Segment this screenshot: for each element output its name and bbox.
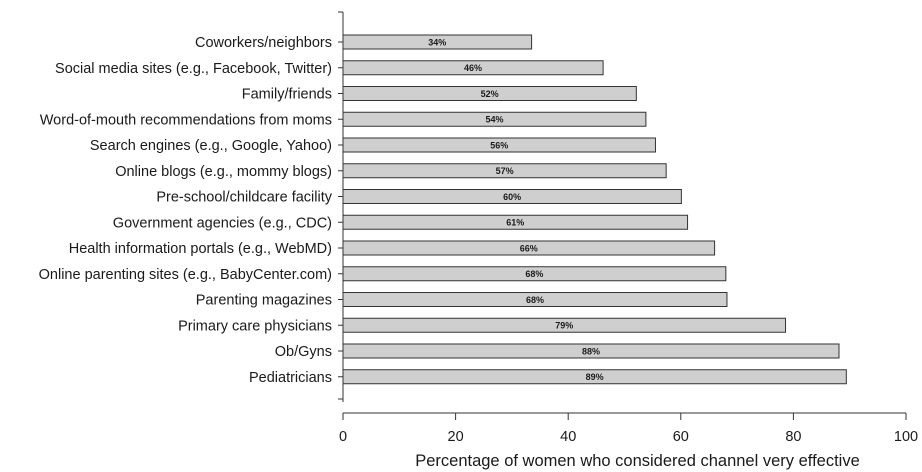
bar-value-label: 79%	[555, 321, 573, 331]
category-label: Pre-school/childcare facility	[156, 190, 332, 206]
bar-value-label: 57%	[496, 166, 514, 176]
category-label: Pediatricians	[249, 370, 332, 386]
bar-value-label: 46%	[464, 63, 482, 73]
x-tick-label: 20	[448, 429, 464, 445]
bar-value-label: 89%	[586, 372, 604, 382]
x-axis-title: Percentage of women who considered chann…	[415, 452, 860, 470]
category-label: Parenting magazines	[196, 293, 332, 309]
category-label: Social media sites (e.g., Facebook, Twit…	[55, 61, 332, 77]
x-tick-label: 80	[785, 429, 801, 445]
category-label: Primary care physicians	[178, 318, 332, 334]
axes-group: Coworkers/neighbors Social media sites (e…	[39, 11, 918, 445]
x-tick-label: 100	[894, 429, 918, 445]
x-tick-label: 40	[560, 429, 576, 445]
bars-group: 34% 46% 52% 54% 56% 57% 60% 61% 66% 68% 68% 79% 88% 8…	[342, 34, 847, 385]
bar-value-label: 61%	[506, 218, 524, 228]
bar-value-label: 52%	[481, 89, 499, 99]
category-label: Online blogs (e.g., mommy blogs)	[115, 164, 332, 180]
category-label: Family/friends	[242, 87, 332, 103]
category-label: Coworkers/neighbors	[195, 35, 332, 51]
category-label: Search engines (e.g., Google, Yahoo)	[90, 138, 332, 154]
x-tick-label: 0	[339, 429, 347, 445]
category-label: Government agencies (e.g., CDC)	[113, 215, 332, 231]
category-label: Ob/Gyns	[275, 344, 332, 360]
bar-value-label: 68%	[525, 269, 543, 279]
bar-value-label: 54%	[485, 115, 503, 125]
category-label: Word-of-mouth recommendations from moms	[40, 112, 332, 128]
category-label: Online parenting sites (e.g., BabyCenter…	[39, 267, 332, 283]
x-tick-label: 60	[673, 429, 689, 445]
bar-value-label: 60%	[503, 192, 521, 202]
bar-value-label: 68%	[526, 295, 544, 305]
bar-value-label: 34%	[428, 37, 446, 47]
bar-value-label: 88%	[582, 346, 600, 356]
bar-value-label: 56%	[490, 140, 508, 150]
category-label: Health information portals (e.g., WebMD)	[69, 241, 332, 257]
bar-value-label: 66%	[520, 243, 538, 253]
